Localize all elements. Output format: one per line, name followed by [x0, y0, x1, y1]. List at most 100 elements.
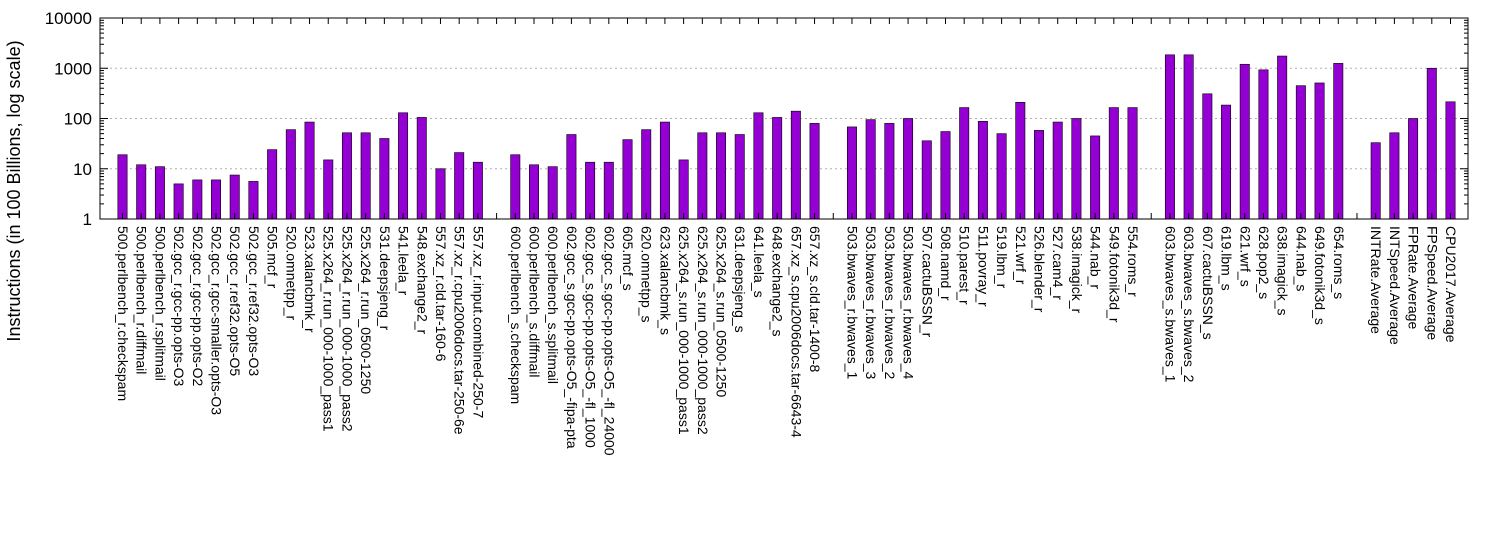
bar [977, 120, 988, 220]
x-tick-label: 507.cactuBSSN_r [919, 226, 935, 338]
x-tick-label: 503.bwaves_r.bwaves_1 [844, 226, 860, 380]
x-tick-label: 657.xz_s.cpu2006docs.tar-6643-4 [788, 226, 804, 438]
bar [1277, 55, 1288, 220]
bar [136, 164, 147, 220]
bar [1202, 93, 1213, 220]
bar [1445, 101, 1456, 220]
x-tick-label: 620.omnetpp_s [639, 226, 655, 323]
bar [154, 166, 165, 220]
bar [921, 140, 932, 220]
x-tick-label: 648.exchange2_s [770, 226, 786, 337]
x-tick-label: 554.roms_r [1125, 226, 1141, 297]
y-axis-title: Instructions (in 100 Billions, log scale… [4, 40, 24, 341]
bar [1221, 104, 1232, 220]
bar [716, 132, 727, 220]
bar [510, 154, 521, 220]
bar [1164, 54, 1175, 220]
bar [398, 112, 409, 220]
bar [341, 132, 352, 220]
x-tick-label: 531.deepsjeng_r [377, 226, 393, 331]
bar [809, 123, 820, 220]
bar [1258, 69, 1269, 220]
bar [865, 119, 876, 220]
y-tick-label: 100 [64, 110, 92, 129]
x-tick-label: INTRate.Average [1368, 226, 1384, 334]
bar [790, 110, 801, 220]
x-tick-label: 557.xz_r.cpu2006docs.tar-250-6e [452, 226, 468, 435]
bar [1108, 107, 1119, 220]
x-tick-label: 607.cactuBSSN_s [1200, 226, 1216, 340]
x-tick-label: 500.perlbench_r.checkspam [115, 226, 131, 401]
x-tick-label: INTSpeed.Average [1387, 226, 1403, 345]
x-tick-label: 519.lbm_r [994, 226, 1010, 289]
bar [903, 118, 914, 220]
bar [1127, 107, 1138, 220]
bar [117, 154, 128, 220]
bar [772, 117, 783, 220]
x-tick-label: 619.lbm_s [1219, 226, 1235, 291]
bar [416, 117, 427, 220]
y-tick-label: 10 [73, 160, 92, 179]
x-tick-label: CPU2017.Average [1443, 226, 1459, 343]
bar [603, 161, 614, 220]
bar [454, 152, 465, 220]
x-tick-label: 641.leela_s [751, 226, 767, 298]
x-tick-label: 500.perlbench_r.diffmail [134, 226, 150, 374]
bar [1408, 118, 1419, 220]
x-tick-label: 505.mcf_r [265, 226, 281, 289]
x-tick-label: 623.xalancbmk_s [657, 226, 673, 335]
x-tick-label: 600.perlbench_s.splitmail [545, 226, 561, 384]
bar [1183, 54, 1194, 220]
bar [267, 149, 278, 220]
x-tick-label: 525.x264_r.run_000-1000_pass1 [321, 226, 337, 432]
x-tick-label: 602.gcc_s.gcc-pp.opts-O5_-fl_1000 [583, 226, 599, 448]
bar [379, 138, 390, 220]
x-tick-label: 527.cam4_r [1050, 226, 1066, 300]
bars [117, 54, 1456, 220]
bar [435, 168, 446, 220]
y-tick-labels: 1 10 100 1000 10000 [45, 9, 92, 229]
x-tick-label: 523.xalancbmk_r [302, 226, 318, 333]
bar [678, 159, 689, 220]
y-tick-label: 10000 [45, 9, 92, 28]
x-tick-label: 510.parest_r [957, 226, 973, 305]
x-tick-label: 526.blender_r [1032, 226, 1048, 313]
bar [1314, 82, 1325, 220]
x-tick-label: 649.fotonik3d_s [1312, 226, 1328, 325]
bar [1052, 121, 1063, 220]
x-tick-label: 625.x264_s.run_000-1000_pass2 [695, 226, 711, 435]
x-tick-label: 631.deepsjeng_s [732, 226, 748, 333]
x-tick-label: 557.xz_r.input.combined-250-7 [470, 226, 486, 418]
bar [472, 161, 483, 220]
x-tick-label: 502.gcc_r.ref32.opts-O5 [227, 226, 243, 376]
x-tick-label: 521.wrf_r [1013, 226, 1029, 285]
bar [1071, 118, 1082, 220]
x-tick-label: 500.perlbench_r.splitmail [152, 226, 168, 381]
bar [547, 166, 558, 220]
x-tick-label: 600.perlbench_s.checkspam [508, 226, 524, 404]
x-tick-label: 508.namd_r [938, 226, 954, 301]
bar [1426, 67, 1437, 220]
x-tick-label: 628.pop2_s [1256, 226, 1272, 299]
x-tick-labels: 500.perlbench_r.checkspam 500.perlbench_r… [115, 226, 1459, 456]
x-tick-label: 502.gcc_r.ref32.opts-O3 [246, 226, 262, 376]
x-tick-label: 502.gcc_r.gcc-smaller.opts-O3 [209, 226, 225, 415]
x-tick-label: 503.bwaves_r.bwaves_3 [863, 226, 879, 380]
x-tick-label: FPSpeed.Average [1424, 226, 1440, 340]
x-tick-label: 502.gcc_r.gcc-pp.opts-O3 [171, 226, 187, 387]
x-tick-label: 605.mcf_s [620, 226, 636, 291]
bar [1090, 135, 1101, 220]
x-tick-label: 503.bwaves_r.bwaves_4 [901, 226, 917, 380]
bar [884, 123, 895, 220]
bar [585, 161, 596, 220]
x-tick-label: 657.xz_s.cld.tar-1400-8 [807, 226, 823, 373]
bar [1295, 85, 1306, 220]
bar [285, 129, 296, 220]
x-tick-label: 600.perlbench_s.diffmail [526, 226, 542, 378]
bar [940, 131, 951, 220]
x-tick-label: 548.exchange2_r [414, 226, 430, 335]
x-tick-label: 502.gcc_r.gcc-pp.opts-O2 [190, 226, 206, 387]
bar [304, 121, 315, 220]
y-tick-label: 1000 [54, 59, 92, 78]
